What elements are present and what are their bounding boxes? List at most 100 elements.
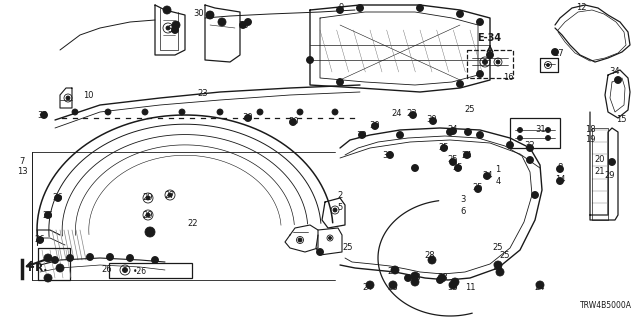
Text: 28: 28	[388, 268, 398, 276]
Text: 30: 30	[383, 150, 394, 159]
Circle shape	[438, 274, 446, 282]
Circle shape	[207, 12, 214, 19]
Circle shape	[531, 191, 538, 198]
Circle shape	[465, 129, 472, 135]
Circle shape	[217, 109, 223, 115]
Text: 30: 30	[168, 26, 179, 35]
Text: 25: 25	[465, 106, 476, 115]
Circle shape	[456, 11, 463, 18]
Circle shape	[449, 281, 457, 289]
Circle shape	[429, 117, 436, 124]
Text: 5: 5	[337, 203, 342, 212]
Circle shape	[412, 164, 419, 172]
Circle shape	[244, 19, 252, 26]
Circle shape	[45, 212, 51, 219]
Text: 19: 19	[585, 135, 595, 145]
Circle shape	[547, 63, 550, 67]
Circle shape	[449, 127, 456, 134]
Text: 31: 31	[536, 125, 547, 134]
Circle shape	[166, 26, 170, 30]
Text: 17: 17	[553, 50, 563, 59]
Circle shape	[328, 236, 332, 239]
Text: 1: 1	[495, 165, 500, 174]
Text: 28: 28	[425, 251, 435, 260]
Circle shape	[371, 123, 378, 130]
Text: 29: 29	[605, 171, 615, 180]
Text: 12: 12	[576, 4, 586, 12]
Bar	[510, 118, 560, 148]
Circle shape	[447, 129, 454, 135]
Text: E-34: E-34	[477, 33, 501, 43]
Circle shape	[496, 60, 500, 64]
Circle shape	[51, 257, 58, 263]
Text: 27: 27	[164, 190, 175, 199]
Text: TRW4B5000A: TRW4B5000A	[580, 301, 632, 310]
Text: 8: 8	[557, 164, 563, 172]
Circle shape	[105, 109, 111, 115]
Text: 28: 28	[388, 284, 398, 292]
Circle shape	[557, 178, 563, 185]
Circle shape	[456, 81, 463, 87]
Circle shape	[142, 109, 148, 115]
Circle shape	[168, 193, 172, 197]
Text: 24: 24	[363, 284, 373, 292]
Text: •26: •26	[133, 267, 147, 276]
Text: 23: 23	[198, 90, 208, 99]
Circle shape	[257, 109, 263, 115]
Text: 3: 3	[460, 196, 466, 204]
Text: 6: 6	[460, 207, 466, 217]
Text: 14: 14	[555, 175, 565, 185]
Text: 25: 25	[439, 143, 449, 153]
Bar	[109, 263, 192, 278]
Circle shape	[36, 236, 44, 244]
Circle shape	[307, 57, 314, 63]
Circle shape	[387, 151, 394, 158]
Circle shape	[66, 96, 70, 100]
Circle shape	[358, 132, 365, 139]
Text: 26: 26	[43, 211, 53, 220]
Text: 24: 24	[448, 125, 458, 134]
Text: 30: 30	[194, 10, 204, 19]
Circle shape	[145, 227, 155, 237]
Text: 24: 24	[392, 109, 403, 118]
Circle shape	[410, 111, 417, 118]
Circle shape	[356, 4, 364, 12]
Circle shape	[527, 156, 534, 164]
Circle shape	[172, 21, 180, 29]
Circle shape	[333, 208, 337, 212]
Text: 18: 18	[585, 125, 595, 134]
Text: 30: 30	[427, 116, 437, 124]
Circle shape	[206, 11, 214, 19]
Text: 2: 2	[337, 190, 342, 199]
Circle shape	[609, 158, 616, 165]
Circle shape	[496, 268, 504, 276]
Circle shape	[391, 266, 399, 274]
Circle shape	[545, 127, 550, 132]
Circle shape	[122, 268, 127, 273]
Circle shape	[411, 278, 419, 286]
Text: 30: 30	[239, 20, 250, 29]
Circle shape	[477, 19, 483, 26]
Text: 28: 28	[411, 274, 421, 283]
Text: 32: 32	[525, 140, 535, 149]
Circle shape	[244, 115, 252, 122]
Circle shape	[67, 254, 74, 261]
Text: 30: 30	[243, 113, 253, 122]
Circle shape	[440, 145, 447, 151]
Text: 24: 24	[535, 284, 545, 292]
Text: 30: 30	[38, 110, 48, 119]
Text: 25: 25	[500, 251, 510, 260]
Text: 29: 29	[143, 194, 153, 203]
Circle shape	[127, 254, 134, 261]
Circle shape	[40, 111, 47, 118]
Circle shape	[106, 253, 113, 260]
Circle shape	[366, 281, 374, 289]
Text: 26: 26	[52, 194, 63, 203]
Text: 15: 15	[616, 116, 627, 124]
Text: 25: 25	[452, 164, 463, 172]
Circle shape	[436, 276, 444, 284]
Circle shape	[146, 196, 150, 200]
Circle shape	[557, 165, 563, 172]
Circle shape	[477, 132, 483, 139]
Circle shape	[289, 118, 296, 125]
